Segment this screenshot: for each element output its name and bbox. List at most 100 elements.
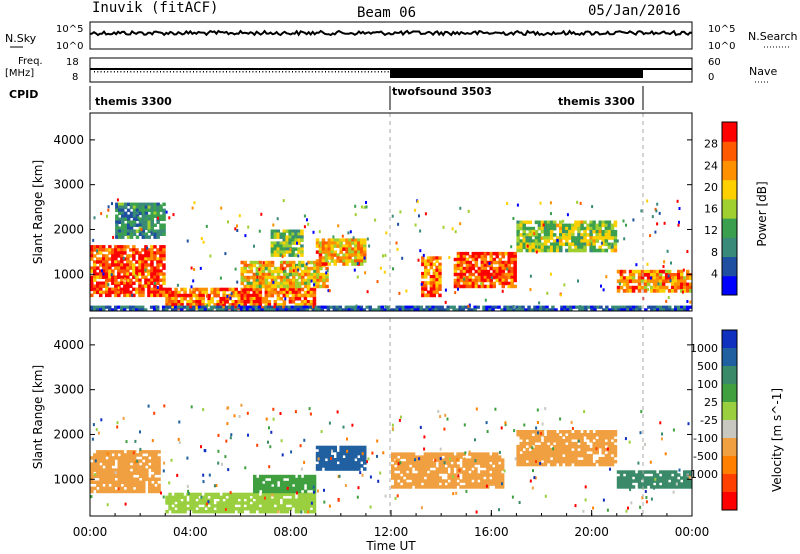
data-cell (240, 269, 244, 274)
data-cell (598, 441, 602, 446)
data-cell (537, 239, 542, 243)
data-cell (434, 308, 438, 312)
data-cell (297, 483, 302, 488)
data-cell (351, 448, 355, 453)
data-cell (477, 455, 481, 459)
speckle (271, 493, 274, 497)
data-cell (261, 281, 266, 286)
data-cell (613, 459, 618, 464)
data-cell (120, 305, 124, 309)
data-cell (254, 305, 259, 309)
data-cell (501, 266, 505, 271)
data-cell (650, 305, 654, 309)
data-cell (162, 275, 166, 279)
data-cell (310, 275, 314, 280)
data-cell (354, 250, 358, 254)
data-cell (650, 308, 654, 312)
data-cell (595, 223, 599, 228)
speckle (488, 262, 491, 265)
data-cell (162, 257, 166, 261)
data-cell (489, 266, 493, 271)
data-cell (267, 495, 272, 499)
data-cell (422, 308, 426, 312)
speckle (346, 449, 349, 453)
data-cell (237, 495, 241, 499)
data-cell (248, 305, 253, 309)
speckle (356, 275, 359, 279)
data-cell (96, 290, 100, 295)
data-cell (534, 430, 539, 434)
data-cell (426, 268, 431, 273)
speckle (144, 268, 147, 272)
data-cell (677, 482, 681, 486)
data-cell (111, 486, 115, 491)
data-cell (141, 471, 146, 475)
data-cell (589, 456, 593, 461)
data-cell (168, 507, 172, 511)
data-cell (428, 305, 432, 309)
colorbar-tick-label: 12 (704, 224, 718, 237)
speckle (193, 201, 196, 205)
data-cell (138, 257, 142, 261)
speckle (649, 234, 652, 238)
data-cell (99, 272, 103, 276)
data-cell (132, 245, 136, 249)
speckle (276, 217, 279, 221)
data-cell (141, 223, 146, 227)
nave-dot (153, 71, 155, 73)
data-cell (327, 448, 332, 453)
data-cell (228, 492, 232, 497)
speckle (337, 498, 340, 502)
data-cell (153, 229, 157, 233)
data-cell (525, 430, 529, 434)
data-cell (525, 220, 529, 225)
data-cell (276, 253, 280, 257)
speckle (535, 426, 538, 430)
nave-dot (226, 71, 227, 73)
data-cell (462, 485, 466, 489)
data-cell (279, 296, 284, 301)
data-cell (234, 306, 238, 310)
data-cell (304, 278, 308, 283)
data-cell (291, 480, 296, 485)
data-cell (108, 248, 112, 252)
data-cell (549, 459, 554, 464)
data-cell (144, 263, 148, 267)
data-cell (255, 269, 260, 274)
data-cell (253, 474, 257, 479)
data-cell (282, 241, 286, 245)
speckle (227, 406, 230, 410)
data-cell (417, 467, 422, 471)
data-cell (300, 480, 305, 485)
data-cell (555, 248, 560, 253)
data-cell (360, 253, 364, 257)
data-cell (252, 492, 256, 497)
speckle (382, 254, 384, 258)
data-cell (474, 269, 479, 274)
speckle (226, 422, 229, 426)
data-cell (330, 458, 334, 462)
data-cell (138, 489, 143, 494)
data-cell (291, 474, 296, 479)
data-cell (300, 238, 304, 242)
data-cell (138, 223, 143, 227)
data-cell (174, 290, 178, 295)
data-cell (680, 269, 684, 274)
speckle (474, 459, 477, 463)
data-cell (117, 480, 122, 484)
data-cell (144, 220, 149, 224)
data-cell (99, 483, 103, 488)
data-cell (465, 251, 470, 256)
data-cell (314, 308, 319, 312)
data-cell (447, 473, 451, 477)
data-cell (129, 459, 134, 463)
data-cell (225, 287, 229, 292)
data-cell (611, 308, 615, 312)
data-cell (135, 248, 139, 252)
speckle (224, 252, 227, 256)
data-cell (565, 450, 569, 455)
data-cell (90, 266, 94, 270)
data-cell (282, 266, 287, 271)
data-cell (90, 257, 94, 261)
data-cell (264, 281, 269, 286)
